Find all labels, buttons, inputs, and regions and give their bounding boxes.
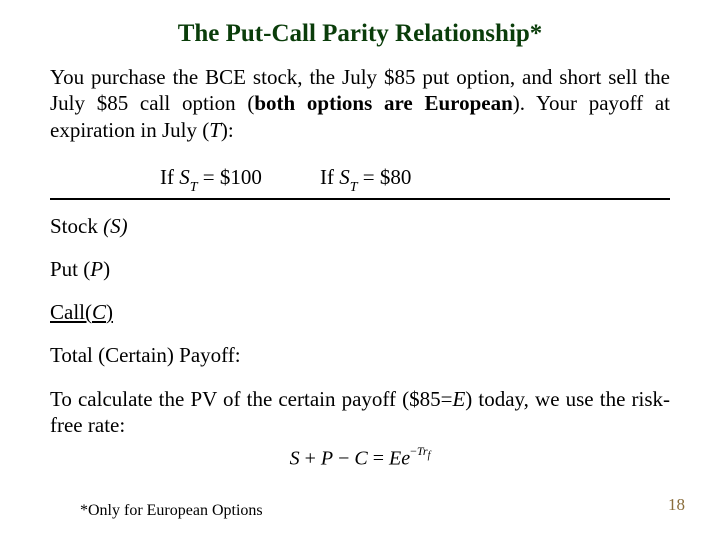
row-stock: Stock (S) <box>50 214 670 239</box>
pv-text-1: To calculate the PV of the certain payof… <box>50 387 452 411</box>
formula-e: e <box>401 448 410 470</box>
pv-E: E <box>452 387 465 411</box>
footnote: *Only for European Options <box>80 502 263 520</box>
formula-plus: + <box>300 448 321 470</box>
col2-if: If <box>320 165 339 189</box>
table-header-row: If ST = $100 If ST = $80 <box>50 165 670 194</box>
table-divider <box>50 198 670 200</box>
col1-S: S <box>179 165 190 189</box>
formula-exp-r: r <box>423 444 428 458</box>
pv-paragraph: To calculate the PV of the certain payof… <box>50 386 670 439</box>
col2-eq: = $80 <box>358 165 412 189</box>
page-title: The Put-Call Parity Relationship* <box>50 20 670 48</box>
intro-text-3: ): <box>221 118 234 142</box>
formula-exponent: −Trf <box>410 444 430 458</box>
intro-bold: both options are European <box>254 91 512 115</box>
col1-sub: T <box>190 180 198 195</box>
col1-eq: = $100 <box>198 165 262 189</box>
row-call: Call(C) <box>50 300 670 325</box>
col1-header: If ST = $100 <box>160 165 320 194</box>
col2-sub: T <box>350 180 358 195</box>
row-put-close: ) <box>103 257 110 281</box>
col2-S: S <box>339 165 350 189</box>
row-put: Put (P) <box>50 257 670 282</box>
row-put-label: Put ( <box>50 257 90 281</box>
page-number: 18 <box>668 495 685 515</box>
formula-minus: − <box>333 448 354 470</box>
formula-exp-neg: − <box>410 444 417 458</box>
row-call-var: C <box>92 300 106 324</box>
formula-eq: = <box>368 448 389 470</box>
formula-exp-f: f <box>428 450 431 461</box>
row-stock-label: Stock <box>50 214 103 238</box>
formula: S + P − C = Ee−Trf <box>50 446 670 471</box>
row-stock-paren: (S) <box>103 214 128 238</box>
total-payoff-label: Total (Certain) Payoff: <box>50 343 670 368</box>
col1-if: If <box>160 165 179 189</box>
formula-P: P <box>321 448 333 470</box>
col2-header: If ST = $80 <box>320 165 480 194</box>
formula-E: E <box>389 448 401 470</box>
row-call-label: Call( <box>50 300 92 324</box>
row-call-underline: Call(C) <box>50 300 113 324</box>
intro-T: T <box>209 118 221 142</box>
formula-C: C <box>354 448 367 470</box>
row-put-var: P <box>90 257 103 281</box>
row-call-close: ) <box>106 300 113 324</box>
intro-paragraph: You purchase the BCE stock, the July $85… <box>50 64 670 143</box>
formula-S: S <box>290 448 300 470</box>
